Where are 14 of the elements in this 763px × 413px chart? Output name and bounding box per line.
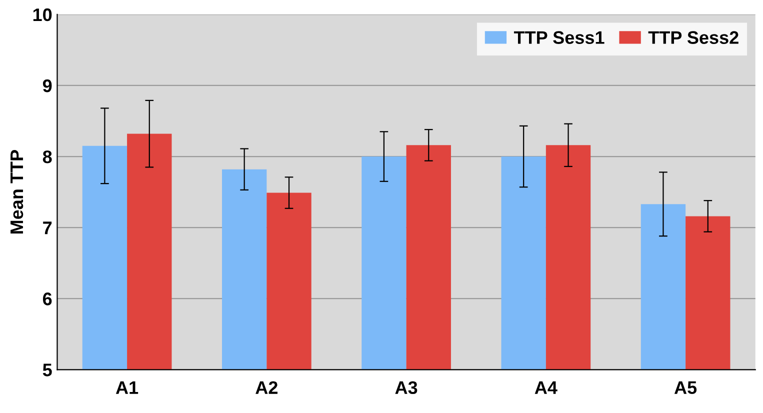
y-tick-label: 10 [33, 8, 52, 22]
y-tick-label: 9 [42, 79, 52, 92]
legend-label: TTP Sess2 [648, 31, 738, 44]
x-tick-label: A5 [674, 381, 697, 394]
y-axis-title: Mean TTP [10, 150, 24, 234]
y-tick-label: 6 [42, 292, 52, 306]
y-tick-label: 7 [43, 222, 52, 234]
legend-label: TTP Sess1 [514, 31, 604, 44]
x-tick-label: A4 [534, 381, 558, 394]
y-tick-label: 5 [42, 364, 52, 376]
x-tick-label: A3 [395, 381, 418, 394]
x-tick-label: A1 [116, 381, 138, 394]
y-tick-label: 8 [42, 150, 52, 164]
x-tick-label: A2 [256, 381, 278, 394]
